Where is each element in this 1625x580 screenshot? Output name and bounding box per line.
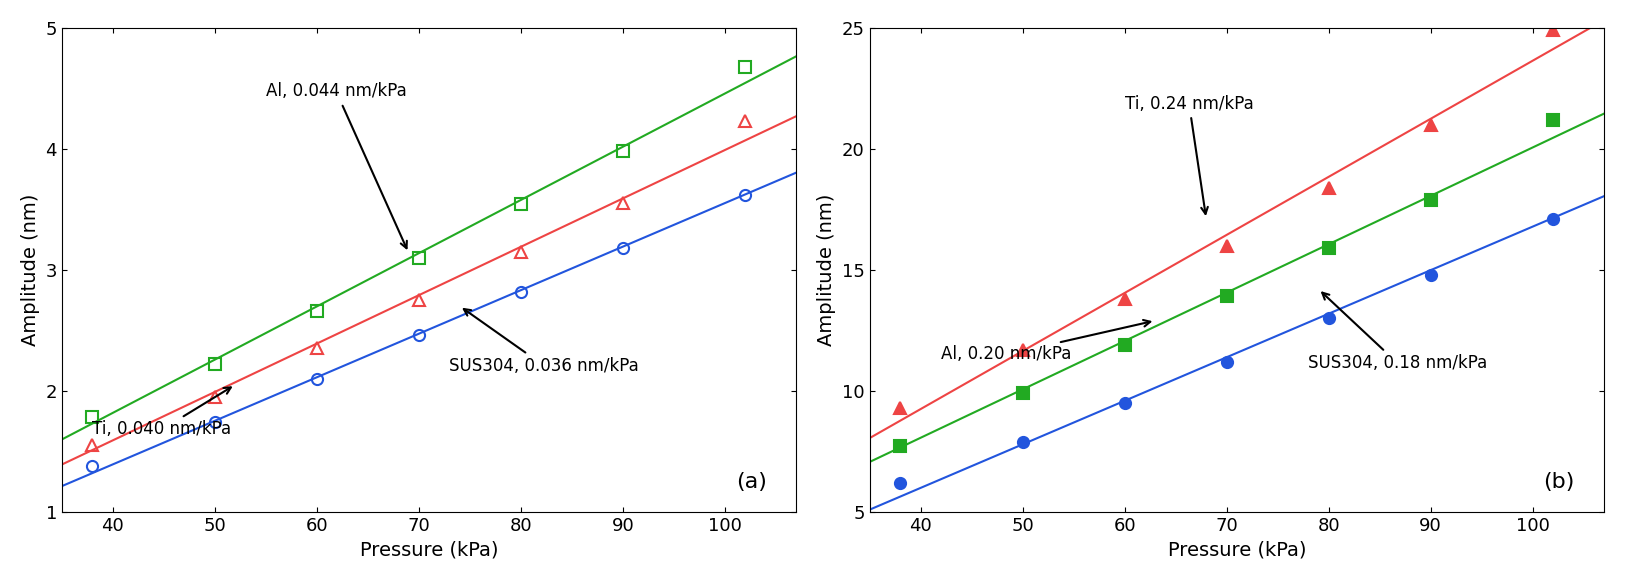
Y-axis label: Amplitude (nm): Amplitude (nm) bbox=[817, 194, 837, 346]
Text: (b): (b) bbox=[1544, 472, 1575, 492]
Y-axis label: Amplitude (nm): Amplitude (nm) bbox=[21, 194, 41, 346]
Text: Ti, 0.040 nm/kPa: Ti, 0.040 nm/kPa bbox=[93, 387, 231, 438]
Text: Ti, 0.24 nm/kPa: Ti, 0.24 nm/kPa bbox=[1124, 95, 1253, 214]
Text: Al, 0.20 nm/kPa: Al, 0.20 nm/kPa bbox=[941, 320, 1150, 364]
Text: Al, 0.044 nm/kPa: Al, 0.044 nm/kPa bbox=[266, 82, 406, 248]
X-axis label: Pressure (kPa): Pressure (kPa) bbox=[359, 540, 499, 559]
Text: (a): (a) bbox=[736, 472, 767, 492]
X-axis label: Pressure (kPa): Pressure (kPa) bbox=[1168, 540, 1306, 559]
Text: SUS304, 0.18 nm/kPa: SUS304, 0.18 nm/kPa bbox=[1308, 293, 1487, 372]
Text: SUS304, 0.036 nm/kPa: SUS304, 0.036 nm/kPa bbox=[450, 309, 639, 375]
